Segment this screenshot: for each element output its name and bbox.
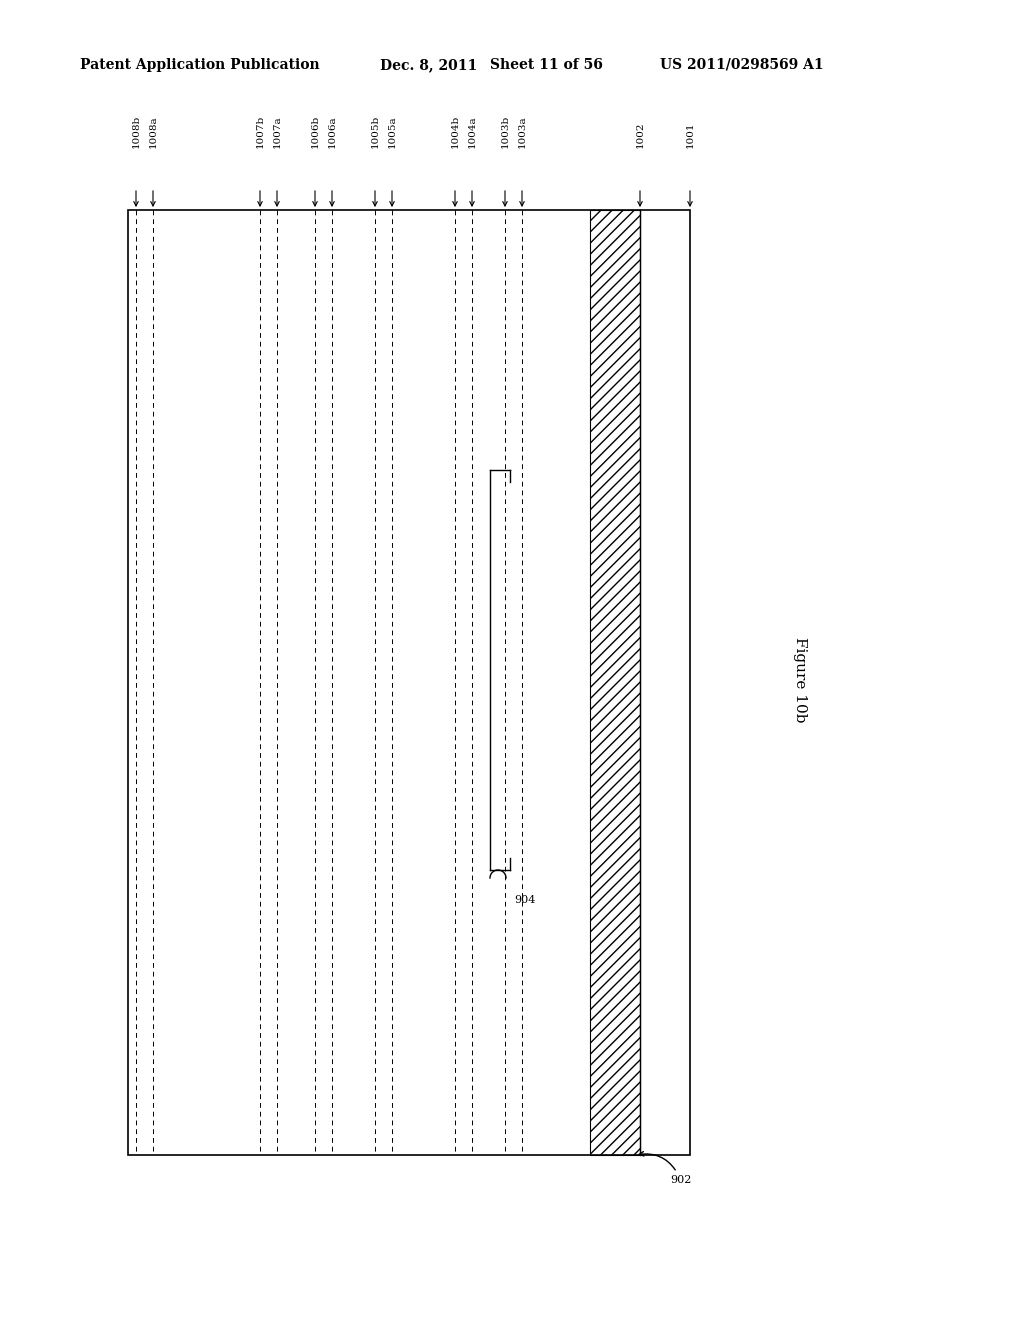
Text: 1008b: 1008b bbox=[131, 115, 140, 148]
Text: Dec. 8, 2011: Dec. 8, 2011 bbox=[380, 58, 477, 73]
Text: 904: 904 bbox=[514, 895, 536, 906]
Text: 1005b: 1005b bbox=[371, 115, 380, 148]
Text: 902: 902 bbox=[639, 1151, 691, 1185]
Text: 1002: 1002 bbox=[636, 121, 644, 148]
Text: 1003b: 1003b bbox=[501, 115, 510, 148]
Text: 1007a: 1007a bbox=[272, 115, 282, 148]
Text: Sheet 11 of 56: Sheet 11 of 56 bbox=[490, 58, 603, 73]
Text: US 2011/0298569 A1: US 2011/0298569 A1 bbox=[660, 58, 823, 73]
Text: 1007b: 1007b bbox=[256, 115, 264, 148]
Bar bbox=[128, 210, 690, 1155]
Text: 1005a: 1005a bbox=[387, 115, 396, 148]
Text: 1003a: 1003a bbox=[517, 115, 526, 148]
Text: 1008a: 1008a bbox=[148, 115, 158, 148]
Text: 1004b: 1004b bbox=[451, 115, 460, 148]
Text: Patent Application Publication: Patent Application Publication bbox=[80, 58, 319, 73]
Text: 1006a: 1006a bbox=[328, 115, 337, 148]
Text: 1006b: 1006b bbox=[310, 115, 319, 148]
Bar bbox=[590, 210, 640, 1155]
Text: Figure 10b: Figure 10b bbox=[793, 638, 807, 723]
Text: 1004a: 1004a bbox=[468, 115, 476, 148]
Text: 1001: 1001 bbox=[685, 121, 694, 148]
